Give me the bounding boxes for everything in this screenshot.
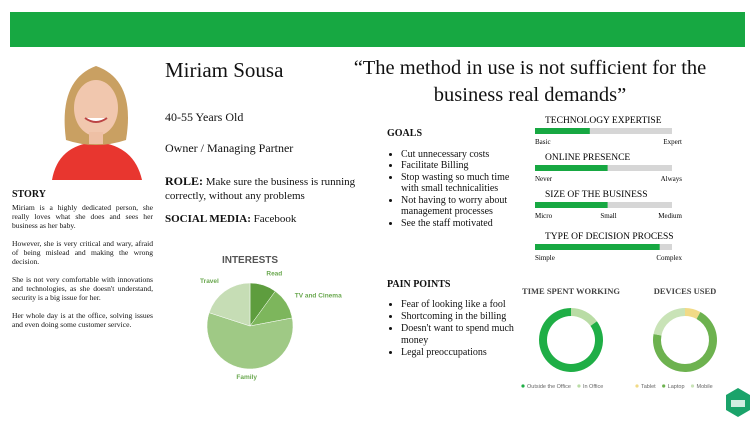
pain-points: PAIN POINTS Fear of looking like a foolS… <box>385 279 525 359</box>
legend-label: Mobile <box>697 384 713 390</box>
scale-label: Expert <box>663 138 682 146</box>
donut-segment <box>654 308 685 336</box>
persona-name: Miriam Sousa <box>165 58 283 83</box>
legend-dot <box>521 384 524 387</box>
story-body: Miriam is a highly dedicated person, she… <box>12 203 153 329</box>
scale-label: Medium <box>658 212 682 220</box>
header-bar <box>10 12 745 47</box>
story-paragraph: However, she is very critical and wary, … <box>12 239 153 266</box>
scale-title: TYPE OF DECISION PROCESS <box>545 232 674 242</box>
scale-label: Always <box>661 175 683 183</box>
pie-label: TV and Cinema <box>295 293 342 300</box>
scale-bar <box>535 128 590 134</box>
pie-label: Family <box>236 374 257 381</box>
scale-title: TECHNOLOGY EXPERTISE <box>545 116 662 126</box>
story-title: STORY <box>12 190 153 199</box>
donut-legend: Outside the Office In Office <box>521 384 603 390</box>
legend-label: Outside the Office <box>527 384 571 390</box>
goal-item: Not having to worry about management pro… <box>401 195 513 218</box>
persona-social: SOCIAL MEDIA: Facebook <box>165 213 296 225</box>
scale-label: Never <box>535 175 553 183</box>
goal-item: See the staff motivated <box>401 218 513 230</box>
story-paragraph: She is not very comfortable with innovat… <box>12 275 153 302</box>
social-label: SOCIAL MEDIA: <box>165 213 251 225</box>
scale-bar <box>535 165 608 171</box>
story: STORY Miriam is a highly dedicated perso… <box>12 190 153 338</box>
goals-title: GOALS <box>387 128 513 140</box>
legend-dot <box>635 384 638 387</box>
persona-role: ROLE: Make sure the business is running … <box>165 174 370 203</box>
legend-dot <box>691 384 694 387</box>
pain-item: Legal preoccupations <box>401 347 525 359</box>
scale-label: Small <box>600 212 616 220</box>
legend-label: Tablet <box>641 384 656 390</box>
quote: “The method in use is not sufficient for… <box>345 55 715 109</box>
goal-item: Stop wasting so much time with small tec… <box>401 172 513 195</box>
legend-dot <box>577 384 580 387</box>
scale-bar <box>535 202 608 208</box>
scale-label: Micro <box>535 212 553 220</box>
scale-label: Basic <box>535 138 551 146</box>
story-paragraph: Miriam is a highly dedicated person, she… <box>12 203 153 230</box>
goals: GOALS Cut unnecessary costsFacilitate Bi… <box>385 128 513 229</box>
pain-item: Shortcoming in the billing <box>401 311 525 323</box>
social-text: Facebook <box>254 213 297 225</box>
legend-label: Laptop <box>668 384 685 390</box>
persona-occupation: Owner / Managing Partner <box>165 141 293 156</box>
scale-label: Complex <box>656 254 682 262</box>
pain-title: PAIN POINTS <box>387 279 525 291</box>
legend-label: In Office <box>583 384 603 390</box>
story-paragraph: Her whole day is at the office, solving … <box>12 311 153 329</box>
persona-page: TECHNOLOGY EXPERTISE Basic Expert ONLINE PR… <box>0 0 753 425</box>
pain-item: Doesn't want to spend much money <box>401 323 525 347</box>
donut-title: DEVICES USED <box>654 286 717 296</box>
goals-list: Cut unnecessary costsFacilitate BillingS… <box>385 149 513 230</box>
pain-item: Fear of looking like a fool <box>401 299 525 311</box>
scale-title: ONLINE PRESENCE <box>545 153 630 163</box>
logo <box>726 388 750 417</box>
photo <box>40 58 152 182</box>
goal-item: Cut unnecessary costs <box>401 149 513 161</box>
pie-title: INTERESTS <box>222 255 278 266</box>
legend-dot <box>662 384 665 387</box>
pie-label: Read <box>266 271 282 278</box>
persona-age: 40-55 Years Old <box>165 110 243 125</box>
scale-label: Simple <box>535 254 555 262</box>
role-label: ROLE: <box>165 174 203 188</box>
scale-title: SIZE OF THE BUSINESS <box>545 190 648 200</box>
pain-list: Fear of looking like a foolShortcoming i… <box>385 299 525 359</box>
donut-legend: Tablet Laptop Mobile <box>635 384 712 390</box>
goal-item: Facilitate Billing <box>401 160 513 172</box>
donut-segment <box>571 308 597 326</box>
donut-title: TIME SPENT WORKING <box>522 286 620 296</box>
scale-bar <box>535 244 660 250</box>
pie-label: Travel <box>200 278 219 285</box>
